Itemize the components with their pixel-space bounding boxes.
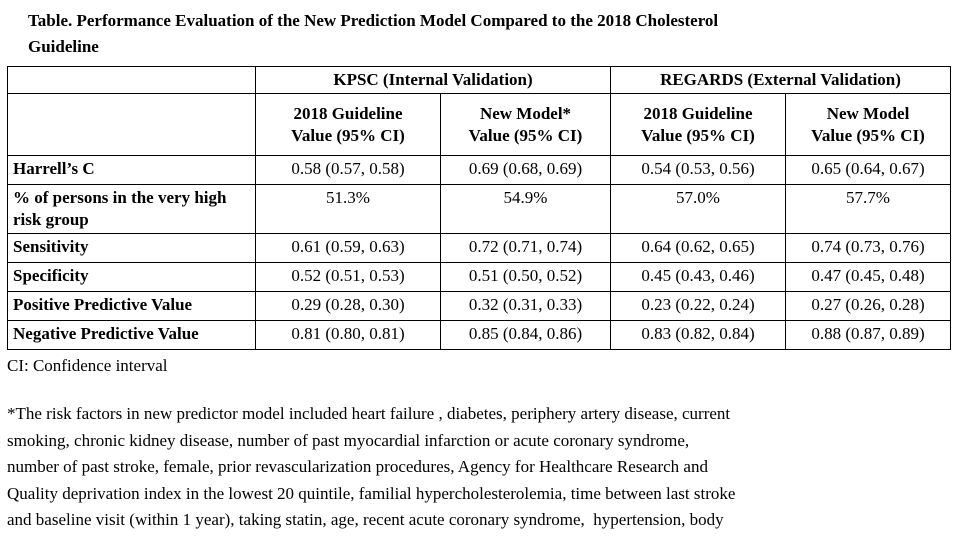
cell-value: 0.81 (0.80, 0.81) — [255, 320, 441, 350]
cell-value: 0.85 (0.84, 0.86) — [440, 320, 611, 350]
group-header-row: KPSC (Internal Validation) REGARDS (Exte… — [7, 66, 951, 94]
cell-value: 0.69 (0.68, 0.69) — [440, 155, 611, 185]
cell-value: 51.3% — [255, 184, 441, 234]
cell-value: 0.74 (0.73, 0.76) — [785, 233, 951, 263]
cell-value: 54.9% — [440, 184, 611, 234]
group-header-regards: REGARDS (External Validation) — [610, 66, 951, 94]
footnote-line: and baseline visit (within 1 year), taki… — [7, 510, 724, 529]
footnote-line: smoking, chronic kidney disease, number … — [7, 430, 690, 450]
table-row-negative-predictive-value: Negative Predictive Value 0.81 (0.80, 0.… — [7, 320, 951, 350]
footnote-line: number of past stroke, female, prior rev… — [7, 457, 708, 476]
cell-value: 0.83 (0.82, 0.84) — [610, 320, 786, 350]
column-header-text: New Model — [826, 103, 910, 123]
cell-value: 57.7% — [785, 184, 951, 234]
performance-evaluation-table: KPSC (Internal Validation) REGARDS (Exte… — [7, 66, 951, 350]
row-label: Negative Predictive Value — [7, 320, 256, 350]
column-header-regards-new-model: New Model Value (95% CI) — [785, 93, 951, 156]
empty-corner-cell — [7, 93, 256, 156]
cell-value: 0.52 (0.51, 0.53) — [255, 262, 441, 292]
cell-value: 0.29 (0.28, 0.30) — [255, 291, 441, 321]
table-title: Table. Performance Evaluation of the New… — [28, 8, 953, 60]
row-label: Harrell’s C — [7, 155, 256, 185]
column-header-text: Value (95% CI) — [468, 125, 583, 145]
cell-value: 0.32 (0.31, 0.33) — [440, 291, 611, 321]
cell-value: 0.64 (0.62, 0.65) — [610, 233, 786, 263]
row-label: % of persons in the very high risk group — [7, 184, 256, 234]
column-header-row: 2018 Guideline Value (95% CI) New Model*… — [7, 93, 951, 156]
table-title-line-2: Guideline — [28, 37, 99, 56]
column-header-regards-2018-guideline: 2018 Guideline Value (95% CI) — [610, 93, 786, 156]
cell-value: 0.58 (0.57, 0.58) — [255, 155, 441, 185]
table-row-harrells-c: Harrell’s C 0.58 (0.57, 0.58) 0.69 (0.68… — [7, 155, 951, 185]
ci-abbreviation-note: CI: Confidence interval — [7, 356, 168, 375]
footnote-line: Quality deprivation index in the lowest … — [7, 483, 736, 503]
column-header-text: Value (95% CI) — [811, 125, 925, 145]
cell-value: 0.88 (0.87, 0.89) — [785, 320, 951, 350]
column-header-text: Value (95% CI) — [291, 125, 405, 145]
column-header-text: 2018 Guideline — [293, 103, 403, 123]
cell-value: 0.45 (0.43, 0.46) — [610, 262, 786, 292]
group-header-kpsc: KPSC (Internal Validation) — [255, 66, 611, 94]
empty-corner-cell — [7, 66, 256, 94]
table-row-specificity: Specificity 0.52 (0.51, 0.53) 0.51 (0.50… — [7, 262, 951, 292]
row-label: Positive Predictive Value — [7, 291, 256, 321]
cell-value: 0.54 (0.53, 0.56) — [610, 155, 786, 185]
column-header-text: Value (95% CI) — [641, 125, 755, 145]
table-row-pct-very-high-risk: % of persons in the very high risk group… — [7, 184, 951, 234]
table-row-sensitivity: Sensitivity 0.61 (0.59, 0.63) 0.72 (0.71… — [7, 233, 951, 263]
cell-value: 0.72 (0.71, 0.74) — [440, 233, 611, 263]
column-header-kpsc-2018-guideline: 2018 Guideline Value (95% CI) — [255, 93, 441, 156]
row-label: Sensitivity — [7, 233, 256, 263]
cell-value: 0.61 (0.59, 0.63) — [255, 233, 441, 263]
column-header-text: 2018 Guideline — [643, 103, 753, 123]
model-risk-factors-footnote: *The risk factors in new predictor model… — [7, 401, 953, 536]
row-label: Specificity — [7, 262, 256, 292]
cell-value: 0.23 (0.22, 0.24) — [610, 291, 786, 321]
table-title-line-1: Table. Performance Evaluation of the New… — [28, 11, 719, 30]
table-row-positive-predictive-value: Positive Predictive Value 0.29 (0.28, 0.… — [7, 291, 951, 321]
cell-value: 0.27 (0.26, 0.28) — [785, 291, 951, 321]
cell-value: 0.51 (0.50, 0.52) — [440, 262, 611, 292]
footnote-line: *The risk factors in new predictor model… — [7, 404, 731, 423]
cell-value: 0.47 (0.45, 0.48) — [785, 262, 951, 292]
cell-value: 0.65 (0.64, 0.67) — [785, 155, 951, 185]
column-header-text: New Model* — [479, 103, 572, 123]
cell-value: 57.0% — [610, 184, 786, 234]
column-header-kpsc-new-model: New Model* Value (95% CI) — [440, 93, 611, 156]
